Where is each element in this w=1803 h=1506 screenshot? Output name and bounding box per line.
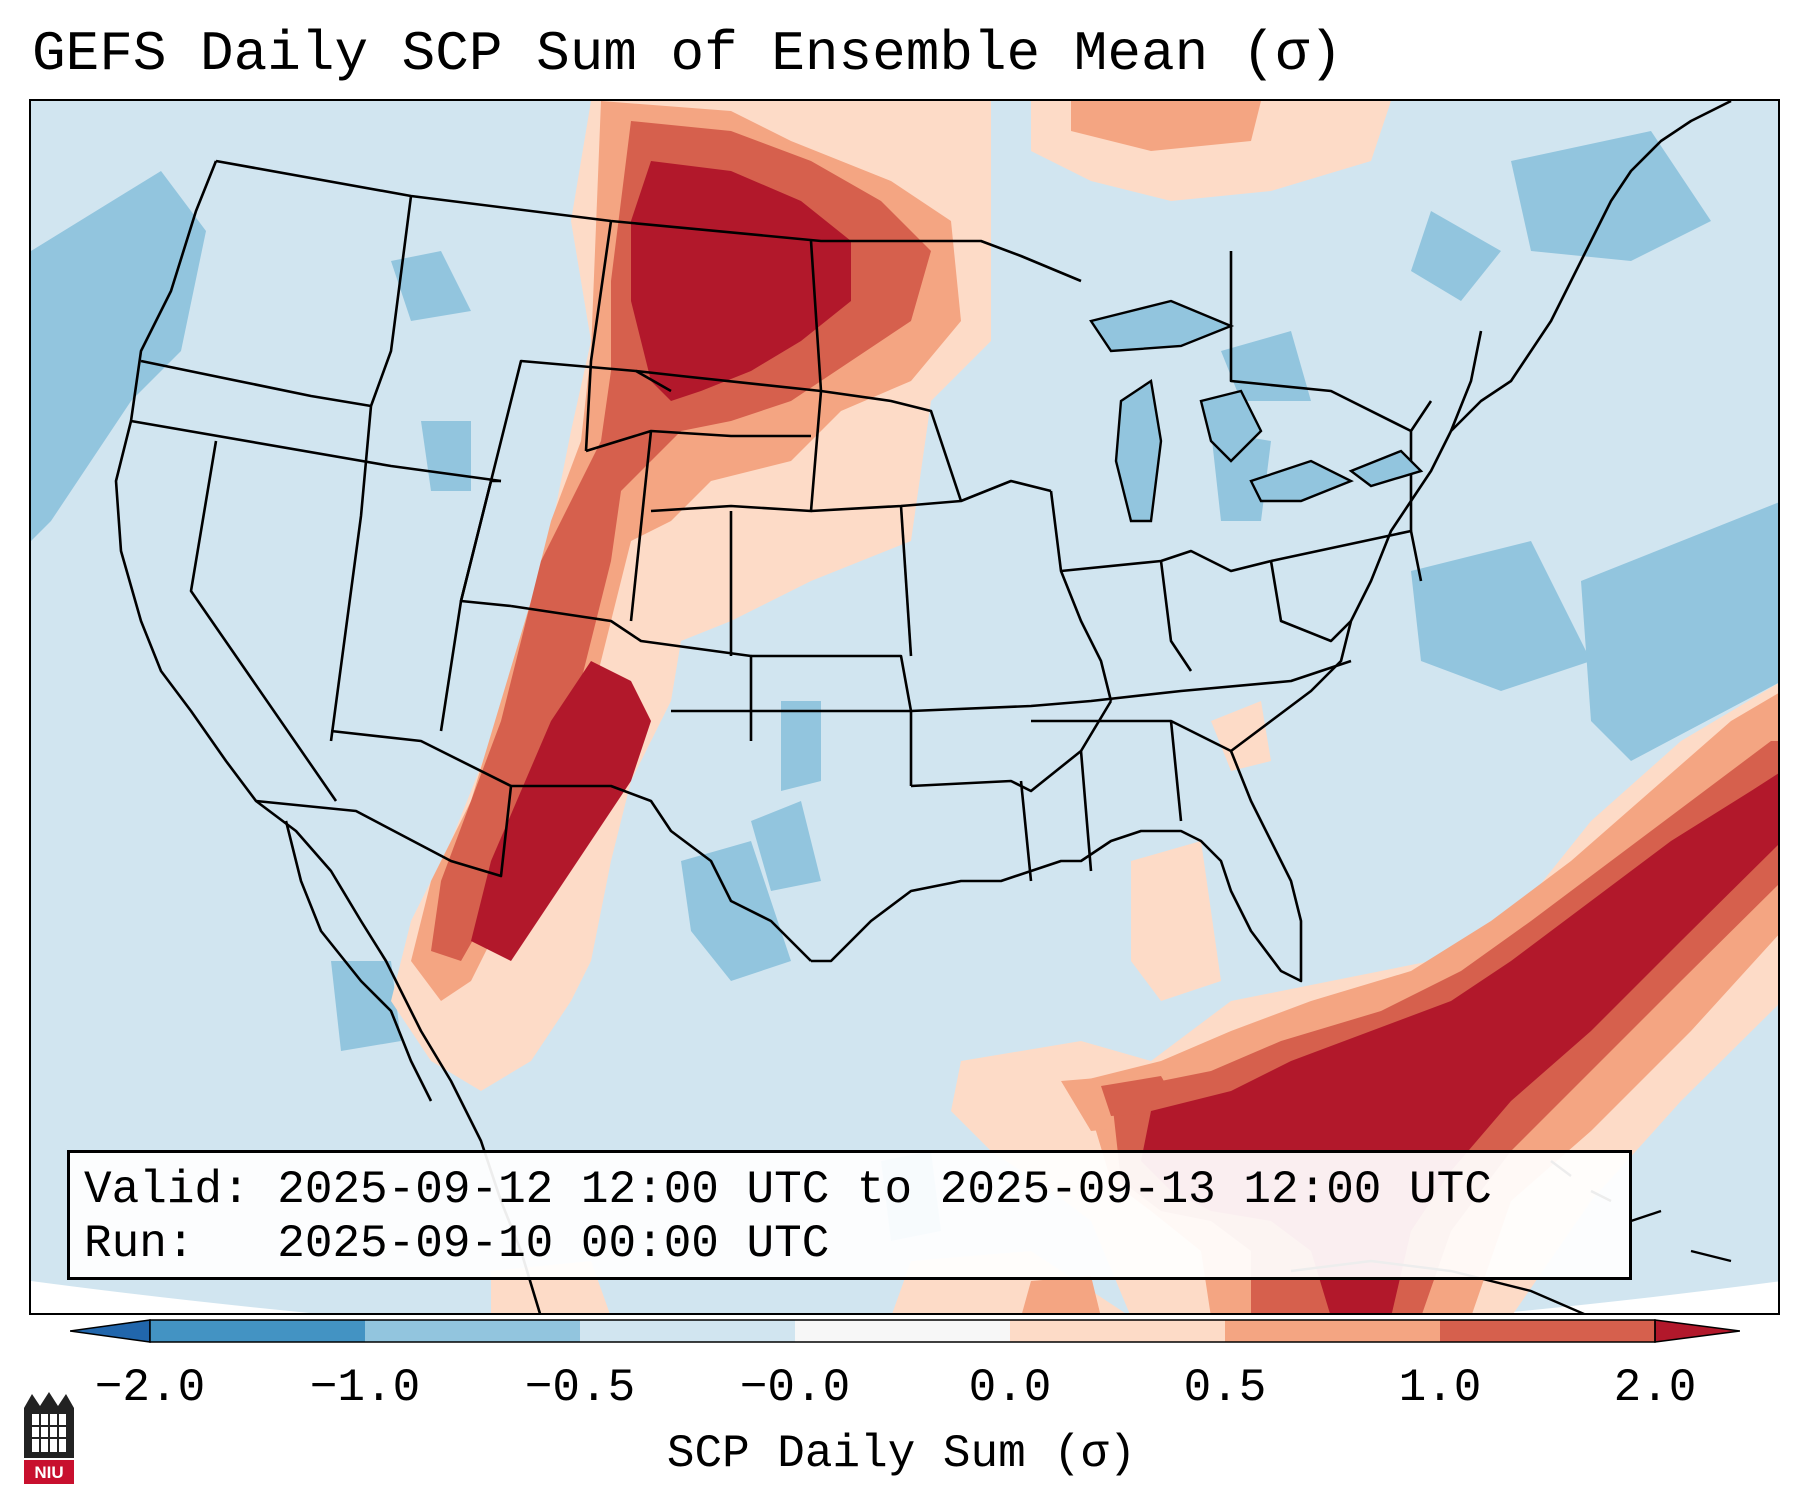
valid-run-info-box: Valid: 2025-09-12 12:00 UTC to 2025-09-1… [67,1150,1632,1280]
colorbar [70,1319,1740,1343]
niu-logo: NIU [24,1392,74,1484]
colorbar-tick-label: 0.5 [1183,1362,1267,1414]
great-lakes [1089,299,1424,523]
chart-title: GEFS Daily SCP Sum of Ensemble Mean (σ) [32,22,1343,86]
colorbar-segment-1 [150,1320,365,1342]
map-panel [29,99,1780,1315]
colorbar-tick-label: −0.0 [739,1362,851,1414]
svg-text:NIU: NIU [34,1463,63,1482]
colorbar-segment-3 [580,1320,795,1342]
colorbar-tick-label: −2.0 [94,1362,206,1414]
colorbar-segment-6 [1225,1320,1440,1342]
colorbar-tick-label: −1.0 [309,1362,421,1414]
projection-edge-right [1502,1281,1778,1313]
colorbar-tick-label: 1.0 [1398,1362,1482,1414]
colorbar-under-arrow [70,1319,151,1343]
colorbar-segment-2 [365,1320,580,1342]
colorbar-tick-label: −0.5 [524,1362,636,1414]
colorbar-label: SCP Daily Sum (σ) [666,1428,1137,1480]
colorbar-over-arrow [1654,1319,1740,1343]
colorbar-tick-label: 0.0 [968,1362,1052,1414]
valid-time-text: Valid: 2025-09-12 12:00 UTC to 2025-09-1… [84,1164,1492,1216]
colorbar-segment-7 [1440,1320,1655,1342]
boundary-lines [114,101,1732,1313]
colorbar-tick-label: 2.0 [1613,1362,1697,1414]
run-time-text: Run: 2025-09-10 00:00 UTC [84,1218,830,1270]
colorbar-segment-4 [795,1320,1010,1342]
projection-edge-left [31,1281,310,1313]
colorbar-segment-5 [1010,1320,1225,1342]
map-canvas [31,101,1778,1313]
